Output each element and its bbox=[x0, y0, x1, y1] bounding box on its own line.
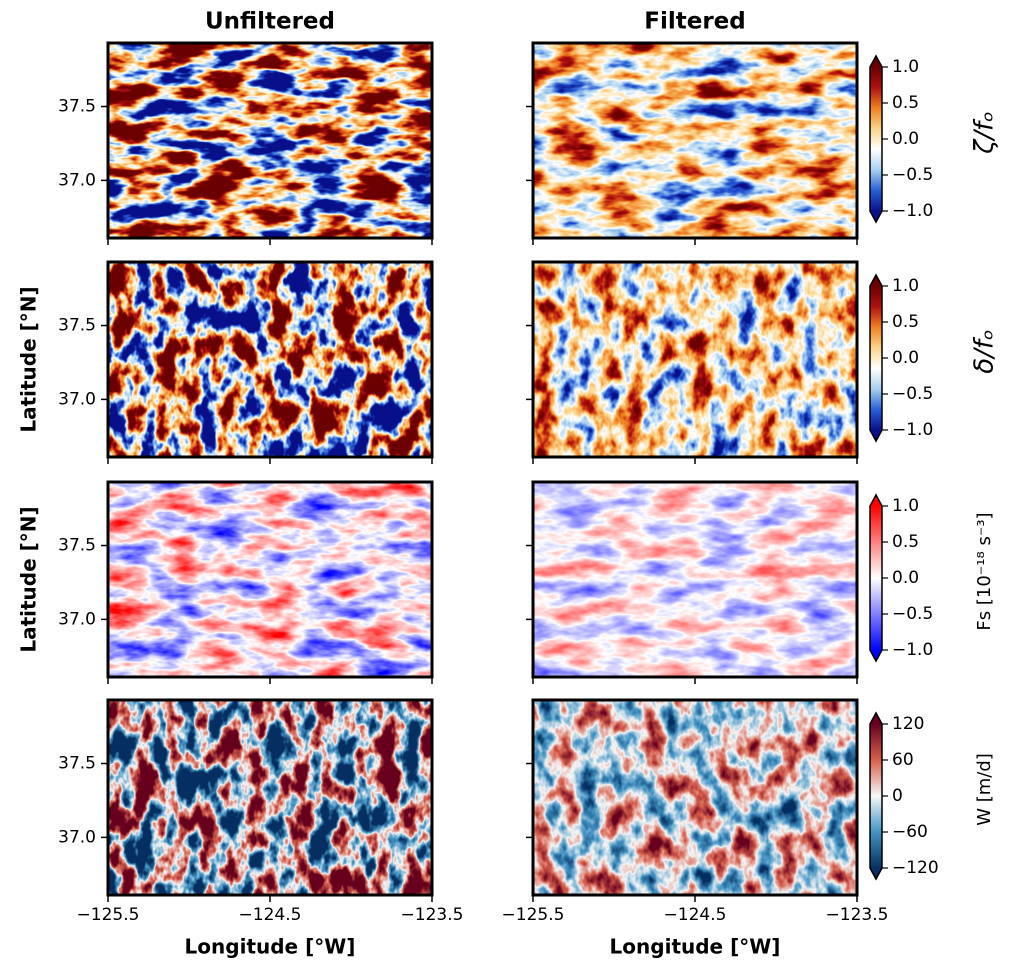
colorbar-extend bbox=[870, 868, 882, 879]
x-axis-label: Longitude [°W] bbox=[185, 935, 356, 959]
colorbar-extend bbox=[870, 650, 882, 661]
x-tick-label: −125.5 bbox=[77, 905, 140, 925]
heatmap-field bbox=[533, 700, 857, 895]
colorbar-tick-label: −1.0 bbox=[892, 640, 933, 660]
colorbar-extend bbox=[870, 56, 882, 67]
colorbar-label: ζ/fₒ bbox=[970, 111, 1000, 155]
colorbar-tick-label: −0.5 bbox=[892, 165, 933, 185]
colorbar-tick-label: 0.0 bbox=[892, 348, 919, 368]
colorbar-tick-label: −0.5 bbox=[892, 604, 933, 624]
y-tick-label: 37.0 bbox=[58, 609, 96, 629]
y-tick-label: 37.0 bbox=[58, 389, 96, 409]
x-tick-label: −123.5 bbox=[401, 905, 464, 925]
colorbar-tick-label: 0.5 bbox=[892, 312, 919, 332]
heatmap-field bbox=[108, 482, 432, 677]
heatmap-field bbox=[108, 262, 432, 457]
y-tick-label: 37.5 bbox=[58, 536, 96, 556]
colorbar-extend bbox=[870, 713, 882, 724]
colorbar bbox=[870, 506, 882, 650]
colorbar-extend bbox=[870, 275, 882, 286]
colorbar-tick-label: 60 bbox=[892, 750, 914, 770]
heatmap-field bbox=[533, 43, 857, 238]
column-title: Filtered bbox=[644, 9, 745, 35]
colorbar-tick-label: −60 bbox=[892, 822, 928, 842]
y-axis-label: Latitude [°N] bbox=[17, 286, 41, 432]
colorbar-tick-label: 1.0 bbox=[892, 496, 919, 516]
colorbar-extend bbox=[870, 430, 882, 441]
y-tick-label: 37.5 bbox=[58, 316, 96, 336]
x-tick-label: −124.5 bbox=[664, 905, 727, 925]
x-tick-label: −123.5 bbox=[826, 905, 889, 925]
colorbar-tick-label: 1.0 bbox=[892, 57, 919, 77]
heatmap-field bbox=[533, 482, 857, 677]
colorbar-label: Fs [10⁻¹⁸ s⁻³] bbox=[974, 512, 995, 630]
colorbar-tick-label: −1.0 bbox=[892, 201, 933, 221]
colorbar-tick-label: 120 bbox=[892, 714, 924, 734]
colorbar-tick-label: 0 bbox=[892, 786, 903, 806]
y-tick-label: 37.5 bbox=[58, 97, 96, 117]
colorbar-tick-label: 0.0 bbox=[892, 129, 919, 149]
colorbar bbox=[870, 724, 882, 868]
heatmap-field bbox=[533, 262, 857, 457]
column-title: Unfiltered bbox=[205, 9, 335, 35]
y-axis-label: Latitude [°N] bbox=[17, 506, 41, 652]
colorbar-tick-label: 0.5 bbox=[892, 532, 919, 552]
colorbar-tick-label: −0.5 bbox=[892, 384, 933, 404]
heatmap-field bbox=[108, 700, 432, 895]
colorbar-tick-label: 1.0 bbox=[892, 276, 919, 296]
x-axis-label: Longitude [°W] bbox=[610, 935, 781, 959]
x-tick-label: −124.5 bbox=[239, 905, 302, 925]
y-tick-label: 37.0 bbox=[58, 170, 96, 190]
colorbar-tick-label: −120 bbox=[892, 858, 939, 878]
colorbar-extend bbox=[870, 495, 882, 506]
colorbar-label: W [m/d] bbox=[974, 753, 995, 826]
y-tick-label: 37.5 bbox=[58, 754, 96, 774]
colorbar-tick-label: 0.0 bbox=[892, 568, 919, 588]
colorbar bbox=[870, 286, 882, 430]
colorbar-tick-label: −1.0 bbox=[892, 420, 933, 440]
x-tick-label: −125.5 bbox=[502, 905, 565, 925]
colorbar-extend bbox=[870, 211, 882, 222]
colorbar bbox=[870, 67, 882, 211]
colorbar-label: δ/fₒ bbox=[970, 329, 1000, 374]
y-tick-label: 37.0 bbox=[58, 827, 96, 847]
heatmap-field bbox=[108, 43, 432, 238]
colorbar-tick-label: 0.5 bbox=[892, 93, 919, 113]
